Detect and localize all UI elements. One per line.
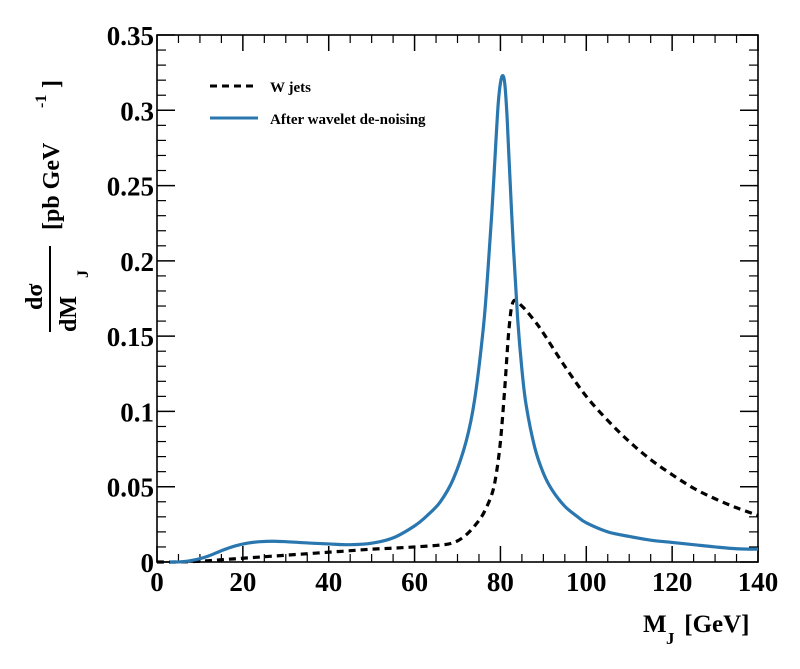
series-line-wavelet-denoised: [169, 74, 759, 564]
legend: W jets After wavelet de-noising: [210, 80, 426, 128]
svg-text:dσ: dσ: [22, 284, 48, 310]
axis-ticks: [156, 34, 759, 563]
y-tick-label: 0.05: [107, 473, 154, 503]
y-label-unit: [pb GeV: [39, 142, 65, 230]
y-tick-label: 0.35: [107, 21, 154, 51]
y-tick-label: 0: [141, 548, 155, 578]
x-tick-label: 40: [315, 567, 342, 597]
x-axis-label: M J [GeV]: [643, 611, 750, 648]
y-tick-label: 0.25: [107, 172, 154, 202]
x-label-unit: [GeV]: [678, 611, 750, 638]
x-label-sub: J: [666, 629, 675, 648]
legend-label-denoised: After wavelet de-noising: [270, 112, 426, 128]
legend-label-w-jets: W jets: [270, 80, 311, 96]
x-tick-label: 100: [566, 567, 607, 597]
y-label-numerator: dσ: [22, 284, 48, 310]
x-tick-label: 120: [652, 567, 693, 597]
y-tick-label: 0.3: [120, 96, 154, 126]
y-label-unit-close: ]: [39, 80, 65, 88]
y-axis-label: dσ dM J [pb GeV -1 ]: [22, 80, 92, 332]
svg-text:J: J: [75, 270, 92, 278]
svg-text:J: J: [666, 629, 675, 648]
svg-text:[pb GeV: [pb GeV: [39, 142, 65, 230]
svg-text:M: M: [643, 611, 667, 638]
x-tick-label: 140: [738, 567, 779, 597]
svg-text:dM: dM: [56, 296, 82, 332]
svg-text:]: ]: [39, 80, 65, 88]
y-label-denominator: dM: [56, 296, 82, 332]
y-tick-label: 0.1: [120, 397, 154, 427]
tick-labels: 0 20 40 60 80 100 120 140 0 0.05 0.1 0.15 0.2 0.25 0.3…: [107, 21, 779, 597]
y-label-denominator-sub: J: [75, 270, 92, 278]
plot-frame: [156, 34, 759, 563]
x-tick-label: 80: [487, 567, 514, 597]
y-tick-label: 0.15: [107, 322, 154, 352]
x-tick-label: 0: [150, 567, 164, 597]
series-line-w-jets: [156, 298, 759, 564]
y-label-unit-sup: -1: [33, 95, 50, 108]
x-tick-label: 20: [229, 567, 256, 597]
x-label-main: M: [643, 611, 667, 638]
svg-text:-1: -1: [33, 95, 50, 108]
x-tick-label: 60: [401, 567, 428, 597]
y-tick-label: 0.2: [120, 247, 154, 277]
series-lines: [156, 74, 759, 564]
svg-text:[GeV]: [GeV]: [678, 611, 750, 638]
